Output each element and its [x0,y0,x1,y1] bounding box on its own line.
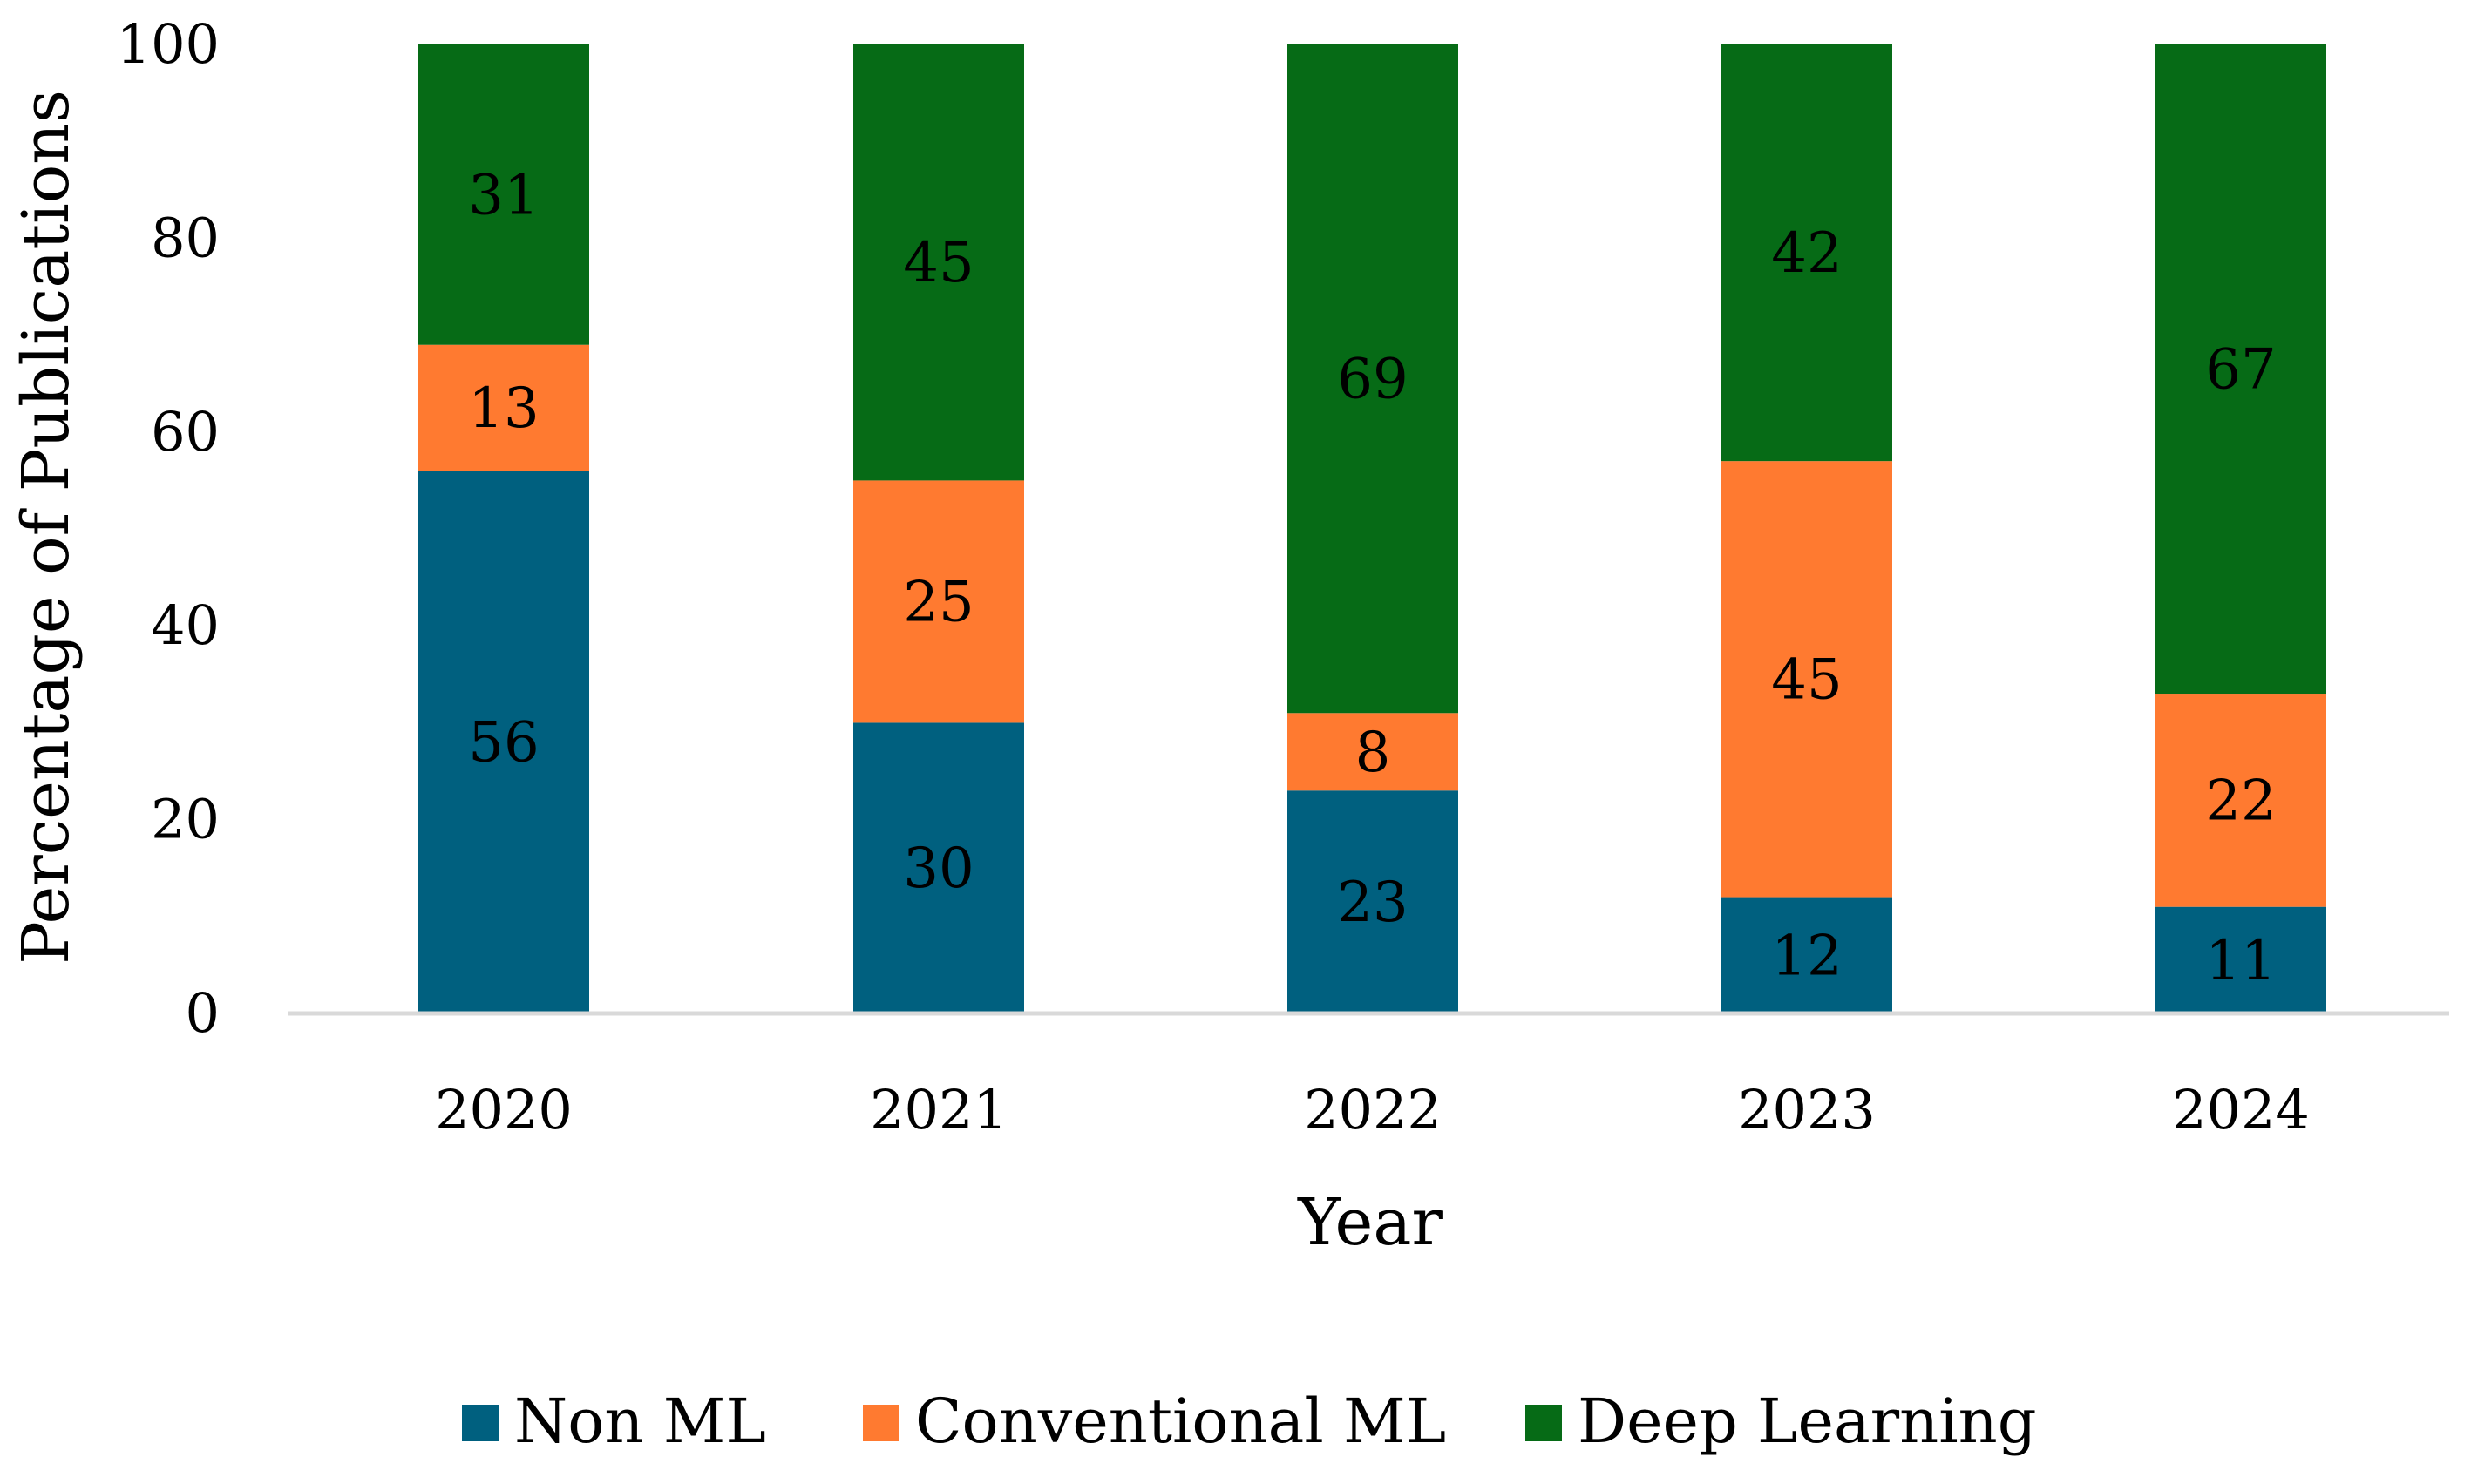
data-label: 11 [2205,929,2276,993]
data-label: 56 [468,711,539,776]
data-label: 23 [1337,871,1408,935]
x-axis-title: Year [1297,1185,1443,1260]
y-tick-label: 100 [117,12,220,76]
data-label: 69 [1337,348,1408,412]
bar-segment [2155,694,2326,907]
data-label: 12 [1771,924,1842,988]
bar-segment [1287,713,1458,791]
x-tick-label: 2021 [870,1078,1008,1142]
bar-segment [1721,897,1892,1013]
bar-segment [418,44,589,345]
bar-segment [2155,44,2326,695]
bar-segment [853,480,1024,723]
data-label: 13 [468,376,539,441]
y-axis-title: Percentage of Publications [9,90,84,965]
y-tick-label: 20 [151,788,220,851]
bar-segment [1287,44,1458,714]
data-label: 45 [1771,647,1842,712]
data-label: 31 [468,163,539,227]
data-label: 8 [1355,721,1391,785]
legend-label: Deep Learning [1578,1386,2037,1457]
bar-segment [1721,461,1892,898]
bar-segment [853,722,1024,1013]
y-tick-label: 40 [151,593,220,657]
bar-segment [1721,44,1892,462]
data-label: 67 [2205,338,2276,403]
data-label: 42 [1771,221,1842,286]
legend-label: Non ML [514,1386,766,1457]
x-tick-label: 2023 [1738,1078,1876,1142]
legend-label: Conventional ML [915,1386,1446,1457]
data-label: 25 [903,570,974,634]
legend-swatch [863,1405,899,1441]
bar-segment [418,471,589,1013]
bar-segment [418,344,589,471]
y-tick-label: 60 [151,400,220,464]
legend-swatch [462,1405,499,1441]
bar-segment [2155,906,2326,1013]
legend-swatch [1525,1405,1562,1441]
legend: Non ML Conventional ML Deep Learning [462,1386,2037,1457]
bar-segment [1287,790,1458,1013]
x-tick-label: 2024 [2172,1078,2310,1142]
x-tick-label: 2022 [1304,1078,1442,1142]
y-tick-label: 80 [151,206,220,269]
bar-segment [853,44,1024,481]
data-label: 45 [903,231,974,295]
x-tick-label: 2020 [435,1078,573,1142]
y-tick-label: 0 [186,981,220,1045]
x-axis-ticks: 2020 2021 2022 2023 2024 [435,1078,2310,1142]
data-label: 22 [2205,769,2276,833]
y-axis-ticks: 0 20 40 60 80 100 [117,12,220,1045]
data-label: 30 [903,837,974,901]
bars: 56 13 31 30 25 45 23 8 69 12 45 42 11 22 67 [418,44,2326,1013]
